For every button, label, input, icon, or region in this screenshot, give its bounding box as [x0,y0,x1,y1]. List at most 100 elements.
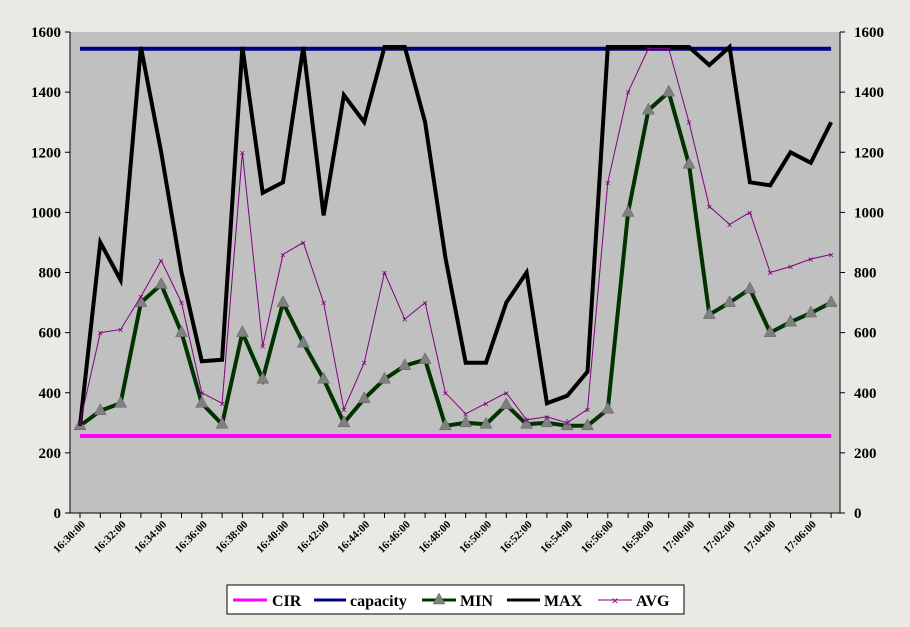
legend-label-max: MAX [544,593,583,610]
data-point-avg: × [747,207,753,219]
data-point-avg: × [320,298,326,310]
data-point-avg: × [280,249,286,261]
data-point-avg: × [117,325,123,337]
series-max [78,43,833,427]
data-point-min [398,358,412,370]
data-point-avg: × [625,87,631,99]
legend-marker-min [432,592,446,605]
data-point-min [662,84,676,97]
data-point-avg: × [341,404,347,416]
data-point-avg: × [645,44,651,56]
data-point-avg: × [686,117,692,129]
x-tick-label: 16:42:00 [295,518,332,555]
data-point-avg: × [584,404,590,416]
x-tick-label: 16:32:00 [92,518,129,555]
y-tick-label-left: 1600 [31,25,61,41]
data-point-avg: × [199,388,205,400]
x-tick-label: 16:34:00 [132,518,169,555]
legend-item-cir: CIR [233,593,302,610]
data-point-avg: × [564,418,570,430]
data-point-avg: × [97,328,103,340]
data-point-avg: × [463,409,469,421]
x-tick-label: 16:46:00 [376,518,413,555]
data-point-min [154,277,168,289]
x-tick-label: 16:40:00 [254,518,291,555]
data-point-min [459,415,473,428]
x-tick-label: 16:50:00 [457,518,494,555]
data-point-min [743,281,757,294]
data-point-min [418,352,432,364]
data-point-avg: × [523,415,529,427]
series-line-avg [79,48,832,424]
data-point-avg: × [361,358,367,370]
legend: CIR capacity MIN MAX × AVG [226,584,685,615]
y-tick-label-right: 400 [854,386,877,402]
data-point-avg: × [442,388,448,400]
legend-label-cir: CIR [272,593,302,610]
data-point-avg: × [77,418,83,430]
series-avg: × × × × × × × × × × × × × × × × × × × × × × × × × × × × × × × × × × × × × × [77,44,834,430]
y-tick-label-right: 800 [854,266,877,282]
legend-marker-avg: × [611,593,618,608]
data-point-min [114,395,128,408]
x-tick-label: 17:00:00 [660,518,697,555]
data-point-min [824,295,838,307]
data-point-avg: × [787,261,793,273]
data-point-avg: × [706,201,712,213]
data-point-min [601,401,615,414]
x-tick-label: 17:06:00 [782,518,819,555]
data-point-avg: × [503,388,509,400]
data-point-avg: × [239,147,245,159]
data-point-avg: × [219,398,225,410]
series-layer: × × × × × × × × × × × × × × × × × × × × × × × × × × × × × × × × × × × × × × [73,43,838,438]
legend-item-min: MIN [422,592,493,610]
x-tick-label: 16:30:00 [51,518,88,555]
legend-label-capacity: capacity [350,593,407,610]
data-point-avg: × [605,177,611,189]
x-tick-label: 16:44:00 [335,518,372,555]
data-point-avg: × [402,314,408,326]
data-point-avg: × [300,237,306,249]
data-point-min [256,371,270,384]
y-axis-ticks: 0 200 400 600 800 1000 1200 1400 1600 0 200 400 600 8… [31,25,884,522]
data-point-min [804,305,818,318]
x-tick-label: 16:38:00 [214,518,251,555]
data-point-avg: × [138,292,144,304]
data-point-avg: × [808,254,814,266]
y-tick-label-right: 1200 [854,145,884,161]
data-point-avg: × [767,268,773,280]
data-point-min [317,371,331,384]
legend-label-min: MIN [460,593,493,610]
data-point-min [723,295,737,307]
data-point-min [682,156,696,169]
series-min [73,84,838,431]
data-point-min [540,415,554,428]
y-tick-label-left: 1400 [31,85,61,101]
y-tick-label-left: 400 [39,386,62,402]
x-axis-ticks: 16:30:00 16:32:00 16:34:00 16:36:00 16:38:00… [51,513,832,556]
y-tick-label-right: 1000 [854,205,884,221]
x-tick-label: 16:48:00 [417,518,454,555]
data-point-min [621,204,635,217]
data-point-min [93,403,107,416]
y-tick-label-right: 1600 [854,25,884,41]
x-tick-label: 16:56:00 [579,518,616,555]
data-point-avg: × [178,298,184,310]
series-line-max [78,43,833,427]
plot-area [70,32,840,513]
legend-item-avg: × AVG [598,593,670,610]
data-point-min [357,391,371,404]
legend-label-avg: AVG [636,593,670,610]
data-point-avg: × [828,249,834,261]
data-point-min [581,418,594,431]
y-tick-label-left: 0 [54,506,62,522]
data-point-min [702,307,716,319]
y-tick-label-left: 800 [39,266,62,282]
data-point-avg: × [544,412,550,424]
data-point-avg: × [726,219,732,231]
y-tick-label-left: 200 [39,446,62,462]
data-point-avg: × [483,398,489,410]
data-point-min [499,397,513,410]
y-tick-label-left: 600 [39,326,62,342]
